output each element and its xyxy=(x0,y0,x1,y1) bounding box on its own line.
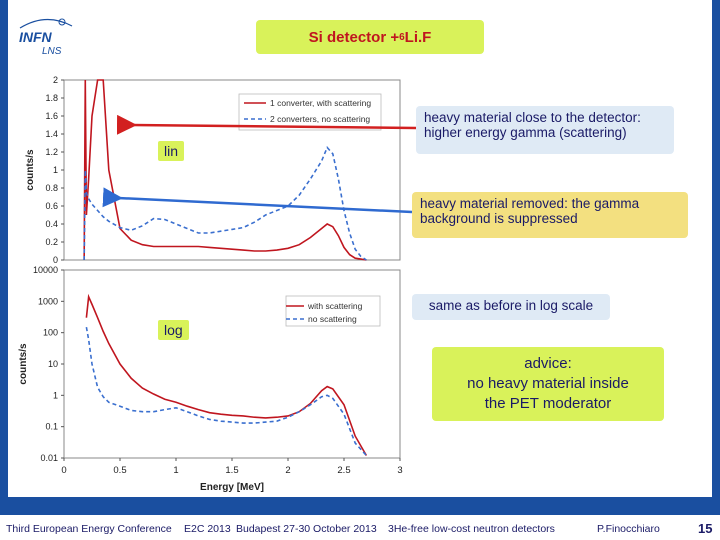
title-suffix: Li.F xyxy=(404,28,432,46)
log-ytick-label: 0.01 xyxy=(40,453,58,463)
log-xtick-label: 0 xyxy=(61,465,66,476)
log-xtick-label: 0.5 xyxy=(113,465,126,476)
log-xtick-label: 2 xyxy=(285,465,290,476)
legend-label-log-1: with scattering xyxy=(307,301,363,311)
legend-label-lin-1: 1 converter, with scattering xyxy=(270,98,371,108)
log-ytick-label: 10000 xyxy=(33,265,58,275)
lin-ytick-label: 0.8 xyxy=(45,183,58,193)
log-ytick-label: 0.1 xyxy=(45,422,58,432)
log-ytick-label: 10 xyxy=(48,359,58,369)
frame-bottom-bar xyxy=(0,497,720,515)
lin-ytick-label: 0.2 xyxy=(45,237,58,247)
lin-ytick-label: 0.4 xyxy=(45,219,58,229)
log-ytick-label: 1000 xyxy=(38,296,58,306)
page-number: 15 xyxy=(698,521,713,536)
advice-line-3: the PET moderator xyxy=(484,395,612,412)
slide-title: Si detector + 6 Li.F xyxy=(256,20,484,54)
lin-ytick-label: 2 xyxy=(53,75,58,85)
log-ylabel: counts/s xyxy=(18,343,29,385)
red-arrow xyxy=(116,114,417,135)
footer-conference: Third European Energy Conference xyxy=(6,523,172,535)
lin-tag: lin xyxy=(158,141,185,161)
title-sup: 6 xyxy=(399,31,405,43)
log-xtick-label: 3 xyxy=(397,465,402,476)
log-ytick-label: 1 xyxy=(53,390,58,400)
footer-band xyxy=(0,515,720,540)
lin-series-1 xyxy=(83,79,367,261)
log-ytick-label: 100 xyxy=(43,328,58,338)
logo-text-top: INFN xyxy=(19,29,53,45)
note-scattering: heavy material close to the detector: hi… xyxy=(416,106,674,154)
lin-ytick-label: 1.6 xyxy=(45,111,58,121)
legend-label-log-2: no scattering xyxy=(308,314,357,324)
log-series-1 xyxy=(85,293,368,456)
footer-author: P.Finocchiaro xyxy=(597,523,660,535)
log-series-2 xyxy=(85,327,367,457)
title-prefix: Si detector + xyxy=(308,28,400,46)
linear-ylabel: counts/s xyxy=(25,149,36,191)
lin-series-2 xyxy=(83,146,367,261)
lin-ytick-label: 1 xyxy=(53,165,58,175)
log-chart: 0.01 0.1 1 10 100 1000 10000 0 0.5 1 1.5 2 2.5 3 with… xyxy=(18,265,403,493)
advice-line-1: advice: xyxy=(524,355,572,372)
lin-ytick-label: 1.2 xyxy=(45,147,58,157)
footer-e2c: E2C 2013 xyxy=(184,523,231,535)
note-removed: heavy material removed: the gamma backgr… xyxy=(412,192,688,238)
infn-logo: INFN LNS xyxy=(19,18,73,57)
frame-right-bar xyxy=(712,0,720,540)
logo-text-bottom: LNS xyxy=(42,46,62,57)
linear-chart: 0 0.2 0.4 0.6 0.8 1 1.2 1.4 1.6 1.8 2 1 converter,… xyxy=(25,75,401,265)
log-xtick-label: 2.5 xyxy=(337,465,350,476)
blue-arrow xyxy=(102,187,413,214)
lin-ytick-label: 1.8 xyxy=(45,93,58,103)
advice-line-2: no heavy material inside xyxy=(467,375,629,392)
footer-place: Budapest 27-30 October 2013 xyxy=(236,523,377,535)
lin-ytick-label: 0.6 xyxy=(45,201,58,211)
lin-ytick-label: 1.4 xyxy=(45,129,58,139)
log-xlabel: Energy [MeV] xyxy=(200,482,264,493)
lin-ytick-label: 0 xyxy=(53,255,58,265)
note-log-scale: same as before in log scale xyxy=(412,294,610,320)
legend-label-lin-2: 2 converters, no scattering xyxy=(270,114,370,124)
linear-legend xyxy=(238,93,382,131)
log-legend xyxy=(285,295,381,327)
log-xtick-label: 1 xyxy=(173,465,178,476)
frame-left-bar xyxy=(0,0,8,540)
note-advice: advice: no heavy material inside the PET… xyxy=(432,347,664,421)
log-tag: log xyxy=(158,320,189,340)
log-xtick-label: 1.5 xyxy=(225,465,238,476)
footer-topic: 3He-free low-cost neutron detectors xyxy=(388,523,555,535)
